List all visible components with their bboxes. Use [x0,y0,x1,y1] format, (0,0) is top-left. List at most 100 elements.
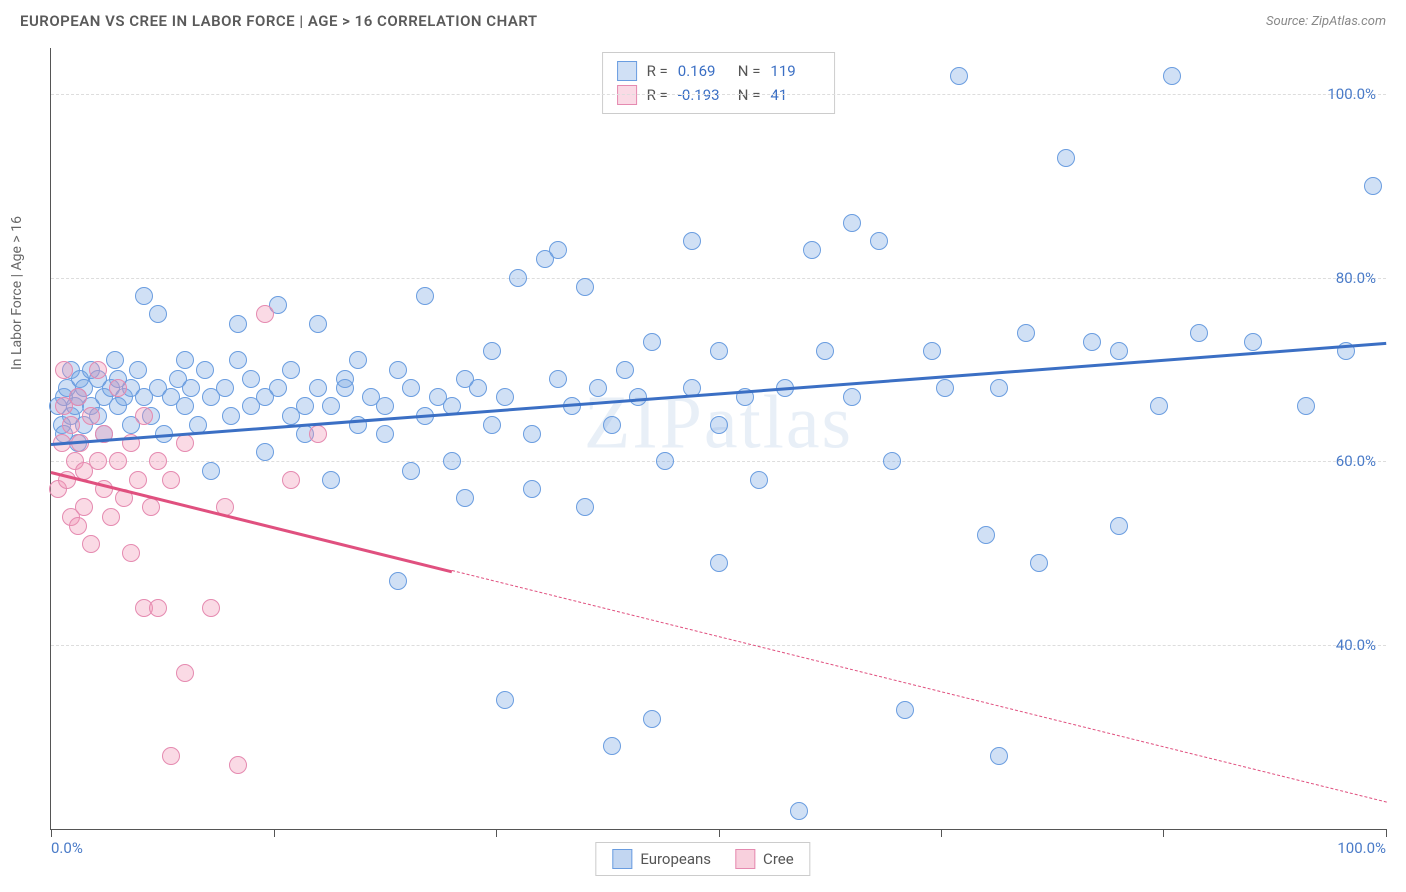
scatter-point [282,471,300,489]
scatter-point [135,407,153,425]
scatter-point [69,388,87,406]
legend-item: Cree [735,849,794,869]
stat-n-label: N = [738,86,761,104]
stat-n-value: 41 [770,86,820,104]
scatter-point [196,361,214,379]
gridline [51,461,1386,462]
x-tick [51,829,52,837]
x-tick [496,829,497,837]
y-tick-label: 60.0% [1336,452,1376,470]
legend-item: Europeans [612,849,711,869]
scatter-point [990,747,1008,765]
scatter-point [149,599,167,617]
scatter-point [162,471,180,489]
scatter-point [256,305,274,323]
x-tick [274,829,275,837]
scatter-point [202,599,220,617]
series-swatch [617,85,637,105]
scatter-point [616,361,634,379]
stat-r-value: 0.169 [678,62,728,80]
scatter-point [483,342,501,360]
scatter-point [576,498,594,516]
scatter-point [710,554,728,572]
y-tick-label: 40.0% [1336,636,1376,654]
scatter-point [75,498,93,516]
scatter-point [222,407,240,425]
scatter-point [55,361,73,379]
stats-row: R =0.169N =119 [617,59,821,83]
scatter-point [456,489,474,507]
x-tick [941,829,942,837]
scatter-point [1110,517,1128,535]
scatter-point [142,498,160,516]
scatter-point [523,425,541,443]
scatter-point [1030,554,1048,572]
scatter-point [376,397,394,415]
scatter-point [589,379,607,397]
scatter-point [336,379,354,397]
stat-n-value: 119 [770,62,820,80]
scatter-point [1017,324,1035,342]
scatter-point [1083,333,1101,351]
scatter-point [936,379,954,397]
scatter-point [950,67,968,85]
x-tick [719,829,720,837]
scatter-point [750,471,768,489]
x-tick [1163,829,1164,837]
scatter-point [643,333,661,351]
legend-swatch [612,849,632,869]
scatter-point [389,572,407,590]
scatter-point [102,508,120,526]
scatter-point [309,315,327,333]
stat-r-value: -0.193 [678,86,728,104]
scatter-point [1110,342,1128,360]
scatter-point [216,379,234,397]
scatter-point [82,407,100,425]
scatter-point [643,710,661,728]
scatter-point [256,443,274,461]
source: Source: ZipAtlas.com [1266,14,1386,29]
scatter-point [62,416,80,434]
scatter-point [389,361,407,379]
scatter-point [990,379,1008,397]
scatter-point [683,232,701,250]
series-swatch [617,61,637,81]
scatter-point [89,452,107,470]
scatter-point [710,416,728,434]
scatter-point [603,416,621,434]
scatter-point [483,416,501,434]
stat-n-label: N = [738,62,761,80]
scatter-point [576,278,594,296]
scatter-point [549,370,567,388]
scatter-point [1297,397,1315,415]
scatter-point [509,269,527,287]
scatter-point [82,535,100,553]
scatter-point [870,232,888,250]
scatter-point [803,241,821,259]
scatter-point [229,351,247,369]
scatter-point [269,379,287,397]
scatter-point [322,397,340,415]
scatter-point [89,361,107,379]
legend-label: Europeans [640,850,711,868]
scatter-point [149,305,167,323]
source-name: ZipAtlas.com [1311,14,1386,29]
scatter-point [816,342,834,360]
series-legend: Europeans Cree [595,842,810,876]
legend-label: Cree [763,850,794,868]
scatter-point [656,452,674,470]
scatter-point [176,434,194,452]
stats-legend: R =0.169N =119R =-0.193N =41 [602,52,836,114]
scatter-point [1190,324,1208,342]
scatter-point [416,287,434,305]
scatter-point [149,452,167,470]
scatter-point [1244,333,1262,351]
header: EUROPEAN VS CREE IN LABOR FORCE | AGE > … [0,0,1406,38]
x-tick-label: 100.0% [1337,839,1386,857]
gridline [51,278,1386,279]
scatter-point [69,517,87,535]
scatter-point [402,379,420,397]
scatter-point [129,361,147,379]
scatter-point [242,370,260,388]
stats-row: R =-0.193N =41 [617,83,821,107]
